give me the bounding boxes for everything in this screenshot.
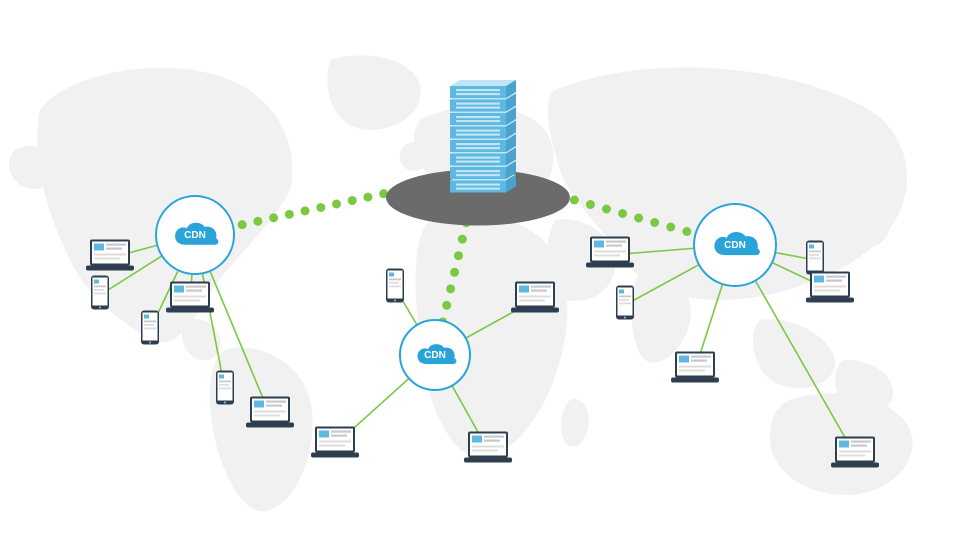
client-device [164,280,216,321]
diagram-layer: CDN CDN CDN [0,0,960,540]
laptop-icon [462,430,514,466]
client-device [215,370,235,411]
phone-icon [140,310,160,346]
client-device [509,280,561,321]
client-device [385,268,405,309]
client-device [615,285,635,326]
client-device [140,310,160,351]
client-device [244,395,296,436]
client-device [829,435,881,476]
laptop-icon [309,425,361,461]
cdn-na-node: CDN [155,195,235,275]
laptop-icon [669,350,721,386]
cdn-af-node: CDN [399,319,471,391]
phone-icon [215,370,235,406]
server-stack-icon [450,80,516,193]
phone-icon [90,275,110,311]
client-device [84,238,136,279]
client-device [669,350,721,391]
cdn-label: CDN [424,350,446,361]
client-device [90,275,110,316]
laptop-icon [509,280,561,316]
cdn-label: CDN [184,230,206,241]
cdn-label: CDN [724,240,746,251]
laptop-icon [244,395,296,431]
phone-icon [385,268,405,304]
laptop-icon [829,435,881,471]
laptop-icon [584,235,636,271]
cdn-asia-node: CDN [693,203,777,287]
phone-icon [615,285,635,321]
laptop-icon [84,238,136,274]
laptop-icon [804,270,856,306]
client-device [309,425,361,466]
client-device [804,270,856,311]
origin-server [382,54,574,257]
client-device [584,235,636,276]
laptop-icon [164,280,216,316]
client-device [462,430,514,471]
